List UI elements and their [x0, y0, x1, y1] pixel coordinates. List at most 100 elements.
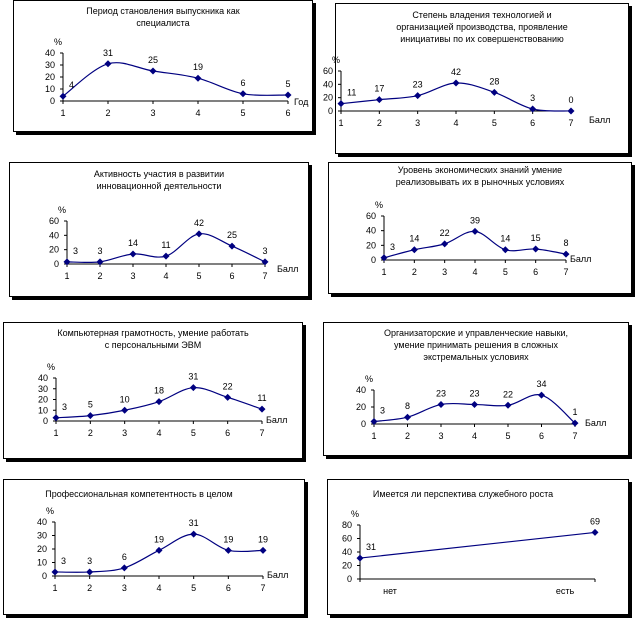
x-tick-label: 6	[226, 583, 231, 593]
data-point	[86, 568, 94, 576]
x-tick-label: 2	[88, 428, 93, 438]
data-point	[532, 245, 540, 253]
x-tick-label: 2	[87, 583, 92, 593]
data-point	[414, 92, 422, 100]
x-tick-label: 5	[505, 431, 510, 441]
x-axis-label: Балл	[585, 418, 606, 428]
data-point	[571, 419, 579, 427]
data-label: 25	[148, 55, 158, 65]
data-label: 3	[262, 246, 267, 256]
x-tick-label: 1	[53, 428, 58, 438]
y-tick-label: 40	[366, 226, 376, 236]
data-point	[155, 398, 163, 406]
data-point	[591, 528, 599, 536]
x-tick-label: 2	[97, 271, 102, 281]
x-tick-label: 6	[530, 118, 535, 128]
chart-panel-8: Имеется ли перспектива служебного роста …	[327, 479, 629, 615]
data-point	[195, 230, 203, 238]
x-axis-label: Балл	[570, 254, 591, 264]
data-point	[504, 401, 512, 409]
x-tick-label: 5	[492, 118, 497, 128]
y-tick-label: 10	[37, 558, 47, 568]
data-point	[224, 546, 232, 554]
x-tick-label: 7	[260, 583, 265, 593]
x-tick-label: 4	[453, 118, 458, 128]
data-point	[189, 384, 197, 392]
data-label: 3	[97, 246, 102, 256]
x-tick-label: 5	[503, 267, 508, 277]
data-point	[121, 406, 129, 414]
y-tick-label: 40	[45, 48, 55, 58]
data-label: 11	[347, 88, 356, 98]
data-point	[59, 92, 67, 100]
data-label: 15	[531, 233, 541, 243]
chart-panel-3: Активность участия в развитии инновацион…	[9, 162, 309, 297]
data-point	[258, 405, 266, 413]
x-tick-label: нет	[383, 586, 397, 596]
y-tick-label: 20	[366, 240, 376, 250]
data-point	[356, 554, 364, 562]
data-point	[441, 240, 449, 248]
data-label: 23	[469, 388, 479, 398]
x-tick-label: 3	[438, 431, 443, 441]
x-tick-label: 2	[377, 118, 382, 128]
x-tick-label: 7	[259, 428, 264, 438]
chart-panel-5: Компьютерная грамотность, умение работат…	[3, 322, 303, 459]
data-label: 3	[390, 242, 395, 252]
y-tick-label: 40	[342, 547, 352, 557]
data-point	[370, 417, 378, 425]
data-point	[490, 88, 498, 96]
data-point	[162, 252, 170, 260]
chart-title: Организаторские и управленческие навыки,…	[383, 328, 569, 362]
x-tick-label: 5	[240, 108, 245, 118]
x-axis-label: Год	[294, 97, 309, 107]
chart-title: Имеется ли перспектива служебного роста	[372, 489, 554, 499]
x-tick-label: 1	[64, 271, 69, 281]
x-tick-label: 3	[130, 271, 135, 281]
y-tick-label: 30	[38, 384, 48, 394]
data-point	[284, 91, 292, 99]
data-label: 17	[374, 84, 384, 94]
x-tick-label: 3	[122, 428, 127, 438]
data-label: 0	[568, 95, 573, 105]
data-point	[437, 400, 445, 408]
y-tick-label: 30	[45, 60, 55, 70]
data-label: 25	[227, 230, 237, 240]
data-label: 1	[572, 407, 577, 417]
y-tick-label: 30	[37, 531, 47, 541]
y-tick-label: 0	[347, 574, 352, 584]
x-tick-label: 6	[225, 428, 230, 438]
x-tick-label: 4	[472, 431, 477, 441]
series-line	[359, 531, 596, 559]
x-axis-label: Балл	[277, 264, 298, 274]
x-tick-label: 6	[229, 271, 234, 281]
data-point	[63, 258, 71, 266]
y-tick-label: 40	[323, 79, 333, 89]
data-label: 19	[193, 62, 203, 72]
y-axis-label: %	[58, 205, 66, 215]
y-axis-label: %	[332, 55, 340, 65]
data-point	[567, 107, 575, 115]
data-label: 3	[73, 246, 78, 256]
data-point	[129, 250, 137, 258]
data-point	[471, 400, 478, 408]
x-tick-label: 4	[195, 108, 200, 118]
chart-title: Степень владения технологией и организац…	[396, 10, 568, 44]
data-label: 3	[62, 402, 67, 412]
data-point	[104, 60, 112, 68]
y-tick-label: 20	[45, 72, 55, 82]
data-point	[86, 412, 94, 420]
y-tick-label: 40	[356, 385, 366, 395]
data-point	[51, 568, 59, 576]
y-axis-label: %	[375, 200, 383, 210]
data-label: 69	[590, 516, 600, 526]
x-tick-label: 1	[60, 108, 65, 118]
y-tick-label: 0	[371, 255, 376, 265]
chart-panel-6: Организаторские и управленческие навыки,…	[323, 322, 629, 456]
data-label: 34	[536, 379, 546, 389]
y-axis-label: %	[351, 509, 359, 519]
data-label: 8	[405, 401, 410, 411]
